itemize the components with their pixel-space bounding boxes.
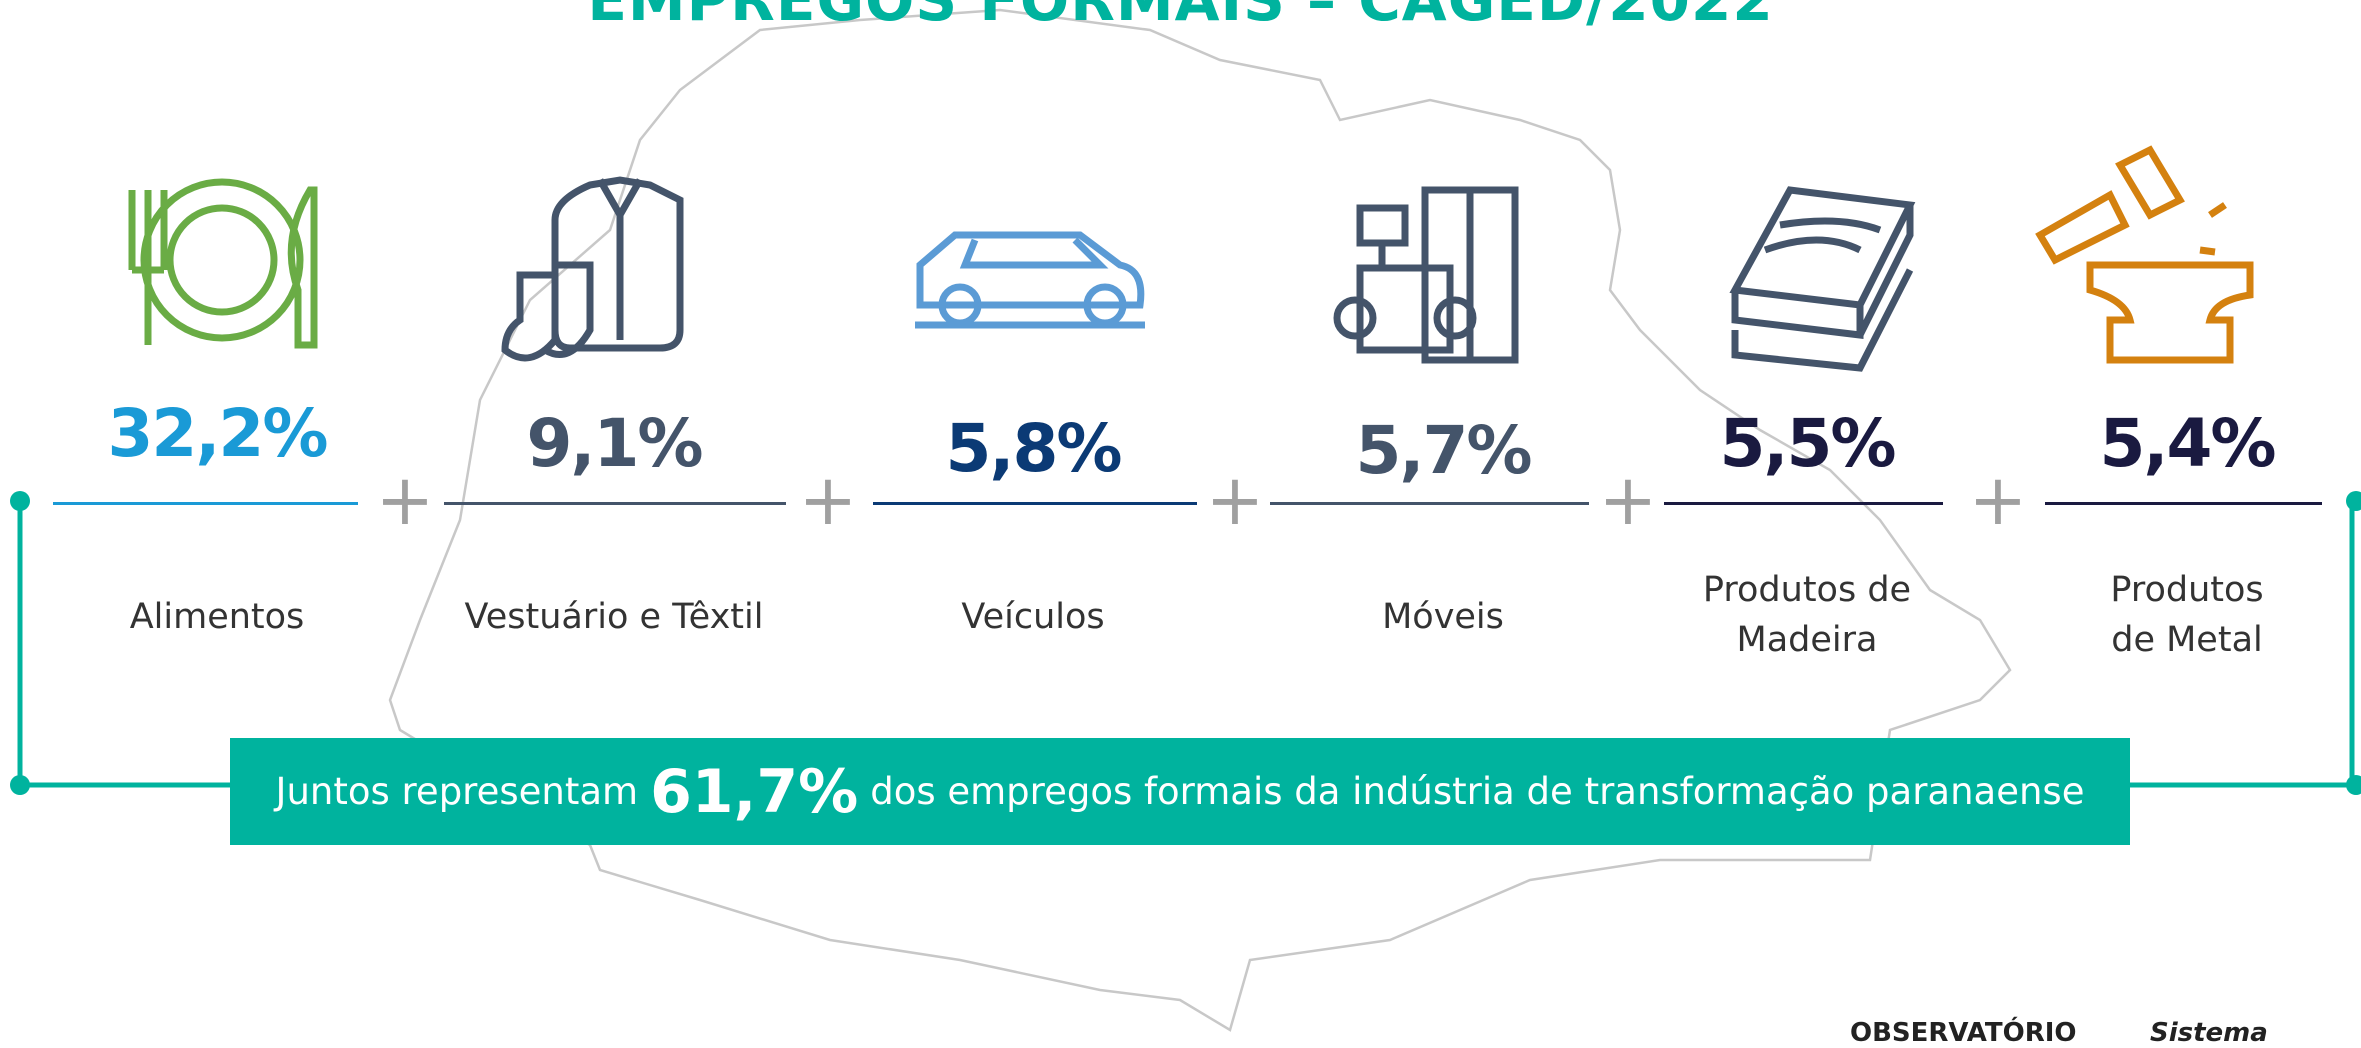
sector-label: Madeira <box>1736 620 1878 660</box>
divider <box>2045 502 2322 505</box>
percent: 32,2% <box>107 395 329 472</box>
percent: 5,5% <box>1719 405 1896 482</box>
furniture-icon <box>1333 186 1519 364</box>
sector-label: Vestuário e Têxtil <box>464 597 764 637</box>
divider <box>1270 502 1589 505</box>
plus-sign: + <box>798 459 858 541</box>
plus-sign: + <box>1205 459 1265 541</box>
bracket-dot <box>2346 491 2361 511</box>
banner-text: Juntos representam <box>275 770 639 813</box>
plus-sign: + <box>1598 459 1658 541</box>
summary-banner: Juntos representam 61,7% dos empregos fo… <box>230 738 2130 845</box>
divider <box>1664 502 1943 505</box>
footer-logo: OBSERVATÓRIO <box>1850 1018 2077 1048</box>
bracket-dot <box>10 775 30 795</box>
title: EMPREGOS FORMAIS – CAGED/2022 <box>587 0 1774 34</box>
footer-logo: Sistema <box>2150 1018 2268 1048</box>
banner-text: dos empregos formais da indústria de tra… <box>870 770 2085 813</box>
percent: 5,7% <box>1355 412 1532 489</box>
sector-label: Móveis <box>1382 597 1504 637</box>
percent: 9,1% <box>526 405 703 482</box>
anvil-icon <box>2035 145 2254 364</box>
divider <box>444 502 786 505</box>
plus-sign: + <box>375 459 435 541</box>
sector-label: Alimentos <box>129 597 305 637</box>
map-outline <box>388 8 2012 1032</box>
percent: 5,8% <box>945 410 1122 487</box>
banner-highlight: 61,7% <box>650 756 859 827</box>
shirt-icon <box>501 176 684 362</box>
divider <box>873 502 1197 505</box>
bracket-dot <box>2346 775 2361 795</box>
divider <box>53 502 358 505</box>
car-icon <box>915 231 1145 329</box>
sector-label: Produtos <box>2110 570 2264 610</box>
bracket-dot <box>10 491 30 511</box>
plus-sign: + <box>1968 459 2028 541</box>
percent: 5,4% <box>2099 405 2276 482</box>
sector-label: de Metal <box>2111 620 2263 660</box>
plate-icon <box>128 178 318 349</box>
sector-label: Produtos de <box>1702 570 1912 610</box>
sector-label: Veículos <box>961 597 1105 637</box>
wood-icon <box>1729 186 1916 372</box>
